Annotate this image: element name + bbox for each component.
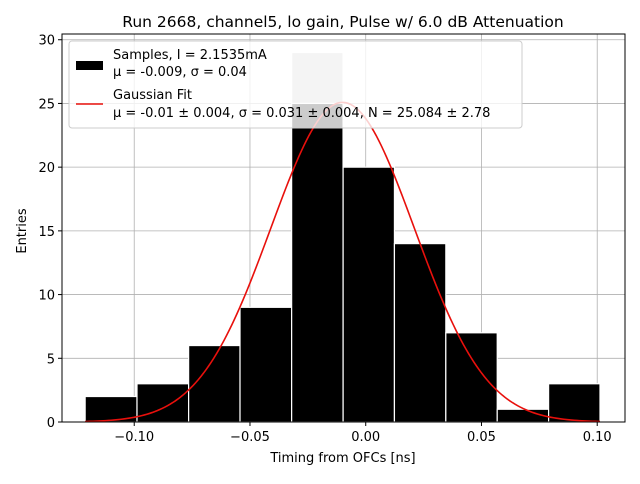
legend-fit-line1: Gaussian Fit [113,88,192,103]
y-axis-label: Entries [15,208,30,254]
legend-box [68,40,523,129]
histogram-bar-4-lower [291,102,344,423]
histogram-bar-7 [445,332,498,423]
histogram-bar-6 [393,243,447,423]
y-tick-label-2: 10 [38,289,55,304]
legend-samples-line2: μ = -0.009, σ = 0.04 [113,65,247,80]
x-axis-ticks: −0.10 −0.05 0.00 0.05 0.10 [114,422,612,445]
plot-frame [61,33,626,423]
y-tick-label-5: 25 [38,97,55,112]
histogram-bar-1 [136,383,190,423]
x-tick-label-0: −0.10 [114,430,154,445]
histogram-bar-3 [239,306,293,423]
legend-samples-patch [76,61,103,70]
legend-fit-line2: μ = -0.01 ± 0.004, σ = 0.031 ± 0.004, N … [113,106,490,121]
y-axis-ticks: 0 5 10 15 20 25 30 [38,34,62,431]
y-tick-label-1: 5 [47,352,55,367]
y-tick-label-4: 20 [38,161,55,176]
legend-samples-line1: Samples, I = 2.1535mA [113,48,267,63]
x-tick-label-3: 0.05 [467,430,496,445]
x-tick-label-4: 0.10 [583,430,612,445]
histogram-bar-9 [548,383,601,423]
y-tick-label-6: 30 [38,34,55,49]
x-tick-label-1: −0.05 [230,430,270,445]
histogram-bar-5 [342,166,396,423]
y-tick-label-3: 15 [38,225,55,240]
chart-title: Run 2668, channel5, lo gain, Pulse w/ 6.… [122,13,563,31]
x-axis-label: Timing from OFCs [ns] [269,451,415,466]
y-tick-label-0: 0 [47,416,55,431]
legend: Samples, I = 2.1535mA μ = -0.009, σ = 0.… [68,40,523,129]
x-tick-label-2: 0.00 [351,430,380,445]
